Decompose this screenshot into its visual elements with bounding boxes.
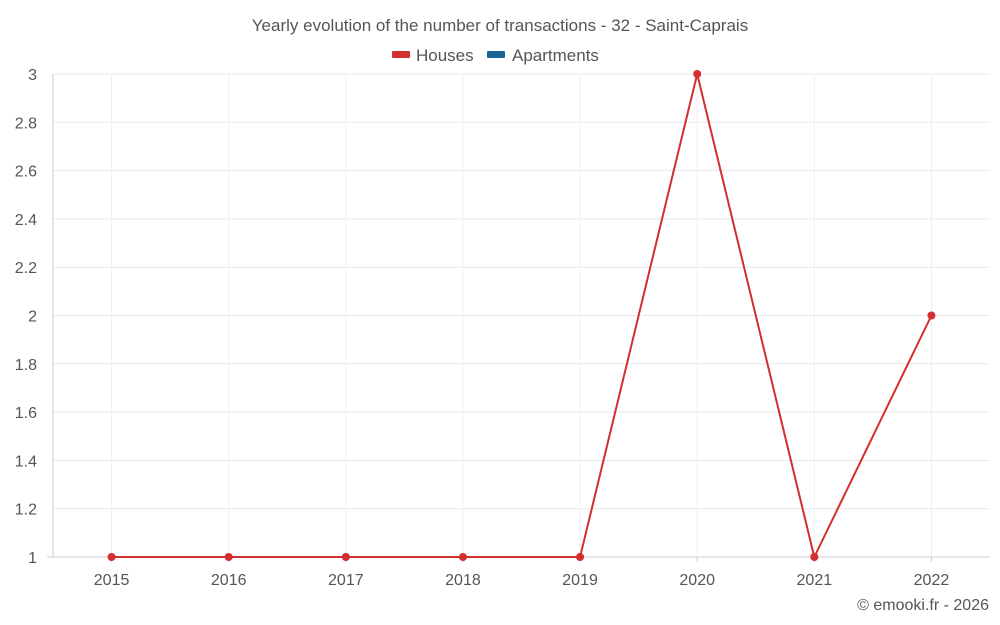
x-tick-label: 2020 [679, 572, 715, 589]
credit-label: © emooki.fr - 2026 [857, 597, 989, 614]
x-tick-label: 2021 [797, 572, 833, 589]
legend-label-apartments[interactable]: Apartments [512, 46, 599, 65]
data-point-houses[interactable] [576, 553, 585, 561]
x-tick-label: 2018 [445, 572, 481, 589]
legend-swatch-houses[interactable] [392, 51, 410, 58]
data-point-houses[interactable] [693, 70, 702, 78]
y-tick-label: 1.2 [15, 502, 37, 519]
y-tick-label: 1 [28, 550, 37, 567]
data-point-houses[interactable] [810, 553, 819, 561]
x-tick-label: 2015 [94, 572, 130, 589]
y-tick-label: 3 [28, 67, 37, 84]
legend-swatch-apartments[interactable] [487, 51, 505, 58]
grid [53, 73, 990, 558]
y-tick-label: 2.8 [15, 115, 37, 132]
y-axis-ticks: 1 1.2 1.4 1.6 1.8 2 2.2 2.4 2.6 2.8 3 [15, 67, 37, 567]
x-tick-label: 2022 [914, 572, 950, 589]
data-point-houses[interactable] [224, 553, 233, 561]
x-axis-ticks: 2015 2016 2017 2018 2019 2020 2021 2022 [94, 572, 950, 589]
data-point-houses[interactable] [341, 553, 350, 561]
legend: Houses Apartments [392, 46, 599, 65]
data-point-houses[interactable] [927, 311, 936, 320]
data-point-houses[interactable] [107, 553, 116, 561]
y-tick-label: 2.2 [15, 260, 37, 277]
chart-title: Yearly evolution of the number of transa… [252, 16, 748, 35]
x-tick-label: 2016 [211, 572, 247, 589]
y-tick-label: 1.4 [15, 453, 37, 470]
x-tick-label: 2017 [328, 572, 364, 589]
y-tick-label: 2 [28, 309, 37, 326]
y-tick-label: 2.4 [15, 212, 37, 229]
y-tick-label: 1.6 [15, 405, 37, 422]
x-tick-label: 2019 [562, 572, 598, 589]
series-line-houses [111, 73, 933, 558]
legend-label-houses[interactable]: Houses [416, 46, 474, 65]
y-tick-label: 2.6 [15, 164, 37, 181]
data-point-houses[interactable] [458, 553, 467, 561]
y-tick-label: 1.8 [15, 357, 37, 374]
axes [47, 74, 990, 562]
series [107, 70, 936, 561]
